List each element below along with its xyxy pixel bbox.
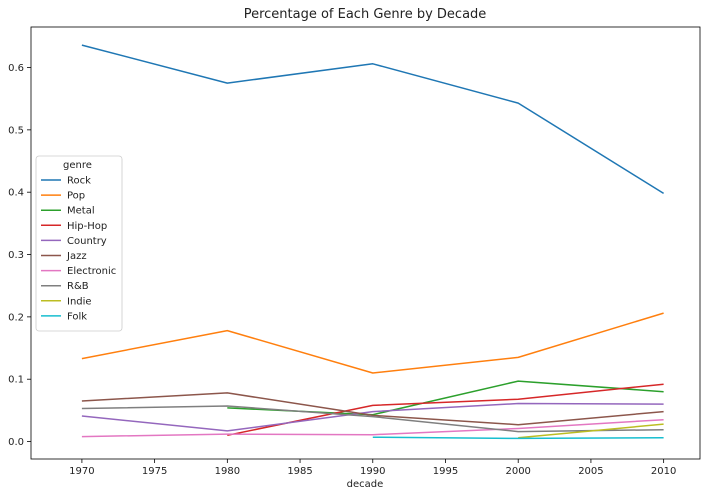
series-line-metal (227, 380, 664, 416)
series-line-jazz (81, 392, 664, 426)
y-tick-label: 0.2 (8, 312, 24, 323)
legend-label-pop: Pop (67, 191, 85, 202)
legend-label-metal: Metal (67, 206, 95, 217)
series-lines (81, 44, 664, 440)
legend-label-hip-hop: Hip-Hop (67, 221, 107, 232)
y-tick-label: 0.0 (8, 437, 24, 448)
plot-frame (30, 26, 701, 460)
x-tick-label: 2000 (505, 466, 530, 477)
x-tick-label: 1990 (360, 466, 385, 477)
series-line-folk (372, 436, 664, 440)
legend-label-rock: Rock (67, 176, 91, 187)
series-line-electronic (81, 418, 664, 438)
series-line-country (81, 402, 664, 432)
legend-label-jazz: Jazz (66, 251, 87, 262)
series-line-r-b (81, 405, 664, 433)
x-axis-label: decade (347, 479, 384, 490)
y-tick-label: 0.6 (8, 63, 24, 74)
legend: genre Rock Pop Metal Hip-Hop Country Jazz Elect… (35, 155, 123, 332)
x-tick-label: 1970 (69, 466, 94, 477)
legend-label-r-b: R&B (67, 281, 89, 292)
legend-title: genre (63, 160, 92, 171)
y-tick-label: 0.4 (8, 188, 24, 199)
x-tick-label: 2005 (578, 466, 603, 477)
series-line-indie (518, 423, 664, 439)
axes: 1970 1975 1980 1985 1990 1995 2000 2005 2010 0.0 0… (8, 26, 701, 477)
x-tick-label: 1995 (433, 466, 458, 477)
y-tick-label: 0.1 (8, 375, 24, 386)
y-tick-label: 0.3 (8, 250, 24, 261)
series-line-hip-hop (227, 383, 664, 437)
legend-label-country: Country (67, 236, 107, 247)
legend-label-indie: Indie (67, 296, 92, 307)
legend-box (35, 155, 123, 332)
y-tick-label: 0.5 (8, 125, 24, 136)
x-tick-label: 2010 (651, 466, 676, 477)
legend-label-folk: Folk (67, 311, 87, 322)
series-line-rock (81, 44, 664, 195)
x-tick-label: 1975 (142, 466, 167, 477)
x-tick-label: 1980 (215, 466, 240, 477)
x-tick-label: 1985 (287, 466, 312, 477)
chart-title: Percentage of Each Genre by Decade (244, 7, 487, 22)
legend-label-electronic: Electronic (67, 266, 116, 277)
series-line-pop (81, 312, 664, 374)
